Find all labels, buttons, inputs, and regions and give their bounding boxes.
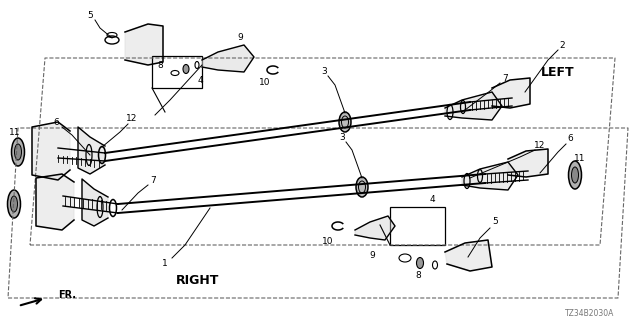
- Polygon shape: [78, 127, 105, 174]
- Polygon shape: [445, 92, 502, 120]
- Text: 4: 4: [197, 76, 203, 84]
- Text: 7: 7: [502, 74, 508, 83]
- Ellipse shape: [568, 161, 582, 189]
- Text: LEFT: LEFT: [541, 66, 575, 78]
- Text: 2: 2: [559, 41, 565, 50]
- Polygon shape: [462, 162, 518, 190]
- Polygon shape: [32, 122, 70, 180]
- Ellipse shape: [15, 144, 22, 160]
- Text: 5: 5: [492, 218, 498, 227]
- Text: 8: 8: [157, 60, 163, 69]
- Bar: [152, 56, 202, 88]
- Text: TZ34B2030A: TZ34B2030A: [565, 309, 614, 318]
- Ellipse shape: [356, 177, 368, 197]
- Ellipse shape: [417, 258, 424, 268]
- Ellipse shape: [572, 167, 579, 183]
- Ellipse shape: [183, 65, 189, 74]
- Polygon shape: [36, 174, 74, 230]
- Polygon shape: [445, 240, 492, 271]
- Polygon shape: [492, 78, 530, 108]
- Text: 4: 4: [429, 196, 435, 204]
- Text: 8: 8: [415, 271, 421, 281]
- Text: 3: 3: [321, 67, 327, 76]
- Text: 3: 3: [339, 132, 345, 141]
- Polygon shape: [355, 216, 395, 240]
- Ellipse shape: [8, 190, 20, 218]
- Ellipse shape: [10, 196, 17, 212]
- Text: 11: 11: [574, 154, 586, 163]
- Ellipse shape: [339, 112, 351, 132]
- Text: 1: 1: [162, 259, 168, 268]
- Polygon shape: [202, 45, 254, 72]
- Text: 9: 9: [369, 251, 375, 260]
- Text: 10: 10: [323, 237, 333, 246]
- Text: 12: 12: [534, 140, 546, 149]
- Text: 10: 10: [259, 77, 271, 86]
- Text: 12: 12: [126, 114, 138, 123]
- Polygon shape: [82, 179, 108, 226]
- Text: 5: 5: [87, 11, 93, 20]
- Text: 7: 7: [150, 175, 156, 185]
- Text: 6: 6: [53, 117, 59, 126]
- Text: RIGHT: RIGHT: [176, 274, 220, 286]
- Bar: [390, 207, 445, 245]
- Polygon shape: [508, 149, 548, 177]
- Text: FR.: FR.: [58, 290, 76, 300]
- Text: 11: 11: [9, 127, 20, 137]
- Ellipse shape: [12, 138, 24, 166]
- Polygon shape: [125, 24, 163, 65]
- Text: 9: 9: [237, 33, 243, 42]
- Text: 6: 6: [567, 133, 573, 142]
